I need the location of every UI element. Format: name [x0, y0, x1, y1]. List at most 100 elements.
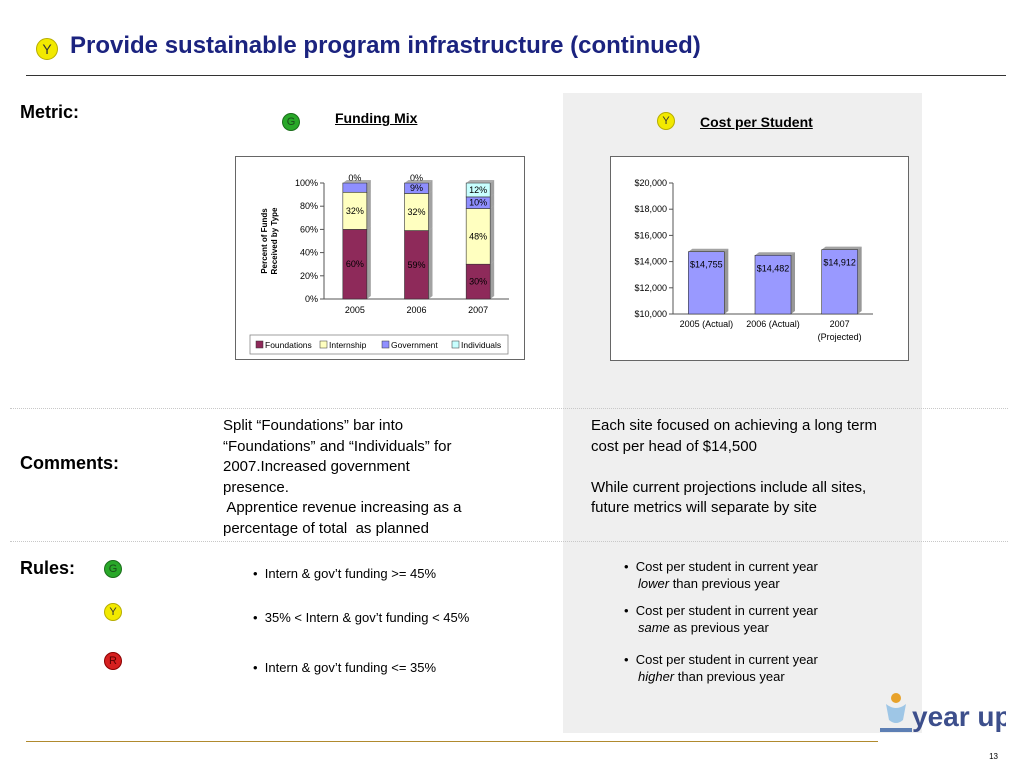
x-tick-label: 2007 — [468, 305, 488, 315]
footer-divider — [26, 741, 878, 742]
x-tick-label: (Projected) — [818, 332, 862, 342]
legend-label: Foundations — [265, 340, 312, 350]
data-label: 10% — [469, 198, 487, 208]
data-label: 59% — [407, 260, 425, 270]
comments-label: Comments: — [20, 453, 120, 473]
data-label: 30% — [469, 277, 487, 287]
page-number: 13 — [989, 752, 998, 761]
bar-side — [366, 180, 371, 193]
data-label: 0% — [410, 173, 423, 183]
metric-label: Metric: — [20, 102, 80, 122]
x-tick-label: 2005 — [345, 305, 365, 315]
y-axis-title: Received by Type — [270, 207, 279, 275]
bar-top — [755, 252, 795, 256]
bar-side — [490, 261, 495, 299]
row-divider-metric — [10, 408, 1008, 409]
y-tick-label: $20,000 — [634, 178, 667, 188]
cost-rule-yellow: • Cost per student in current year same … — [624, 603, 818, 635]
legend-swatch — [319, 340, 328, 349]
x-tick-label: 2007 — [830, 319, 850, 329]
legend-swatch — [451, 340, 460, 349]
bar-top — [688, 248, 729, 252]
bar-side — [490, 180, 495, 197]
y-tick-label: $18,000 — [634, 204, 667, 214]
bar-side — [428, 227, 433, 299]
legend-label: Individuals — [461, 340, 501, 350]
bar-top — [466, 180, 495, 183]
data-label: $14,755 — [690, 260, 723, 270]
funding-mix-title: Funding Mix — [335, 110, 418, 126]
funding-mix-status-badge: G — [282, 113, 300, 131]
bar-side — [791, 252, 795, 314]
cost-per-student-chart: $10,000 $12,000 $14,000 $16,000 $18,000 $20,0… — [610, 156, 909, 361]
bar-top — [404, 180, 433, 183]
cost-rule-red: • Cost per student in current year highe… — [624, 652, 818, 684]
funding-rule-green: • Intern & gov’t funding >= 45% — [253, 566, 437, 581]
bar — [688, 251, 725, 315]
data-label: $14,912 — [823, 258, 856, 268]
status-badge: Y — [36, 38, 58, 60]
rule-emphasis: same — [638, 620, 670, 635]
comment-line: presence. — [223, 478, 289, 496]
cost-per-student-status-badge: Y — [657, 112, 675, 130]
rule-text: 35% < Intern & gov’t funding < 45% — [264, 610, 470, 625]
year-up-logo-icon: year up — [880, 693, 1012, 732]
y-axis-title: Percent of Funds — [260, 208, 269, 274]
comment-line: percentage of total as planned — [223, 519, 429, 537]
bar-side — [857, 246, 862, 314]
legend-label: Internship — [329, 340, 367, 350]
legend-swatch — [381, 340, 390, 349]
rule-text: Intern & gov’t funding >= 45% — [264, 566, 437, 581]
bar-segment — [404, 230, 429, 300]
data-label: 0% — [348, 173, 361, 183]
data-label: 12% — [469, 185, 487, 195]
bar-segment — [465, 208, 491, 265]
comment-line: cost per head of $14,500 — [591, 437, 757, 455]
y-tick-label: $12,000 — [634, 283, 667, 293]
y-tick-label: 80% — [300, 201, 318, 211]
funding-mix-plot: 0% 20% 40% 60% 80% 100% Percent of Funds Receiv… — [249, 173, 509, 355]
cost-rule-green: • Cost per student in current year lower… — [624, 559, 818, 591]
y-tick-label: 40% — [300, 248, 318, 258]
year-up-logo: year up — [876, 690, 1012, 740]
comment-line: 2007.Increased government — [223, 458, 410, 475]
rule-text: than previous year — [674, 669, 785, 684]
bar-side — [490, 193, 495, 209]
rule-text: Cost per student in current year — [635, 603, 818, 618]
rule-emphasis: lower — [638, 576, 670, 591]
y-tick-label: 20% — [300, 271, 318, 281]
x-tick-label: 2005 (Actual) — [680, 319, 734, 329]
comment-line: Each site focused on achieving a long te… — [591, 417, 878, 434]
comments-left: Split “Foundations” bar into “Foundation… — [223, 416, 523, 539]
bar-side — [366, 189, 371, 230]
rule-badge-red: R — [104, 652, 122, 670]
data-label: 32% — [346, 206, 364, 216]
legend-label: Government — [391, 340, 438, 350]
logo-text: year up — [912, 701, 1006, 732]
bar-top — [342, 180, 371, 183]
rule-text: Intern & gov’t funding <= 35% — [264, 660, 437, 675]
bar-side — [428, 190, 433, 231]
comment-line: “Foundations” and “Individuals” for — [223, 437, 452, 455]
bar-top — [821, 246, 862, 250]
bar-segment — [342, 229, 368, 300]
x-tick-label: 2006 (Actual) — [746, 319, 800, 329]
legend-swatch — [255, 340, 264, 349]
bar-side — [724, 248, 729, 314]
bar — [754, 254, 792, 315]
data-label: $14,482 — [757, 263, 790, 273]
rule-emphasis: higher — [638, 669, 675, 684]
bar-side — [428, 180, 433, 194]
y-tick-label: 60% — [300, 224, 318, 234]
rule-badge-yellow: Y — [104, 603, 122, 621]
funding-mix-chart: 0% 20% 40% 60% 80% 100% Percent of Funds Receiv… — [235, 156, 525, 360]
comments-right: Each site focused on achieving a long te… — [591, 416, 921, 519]
y-tick-label: $16,000 — [634, 230, 667, 240]
funding-rule-yellow: • 35% < Intern & gov’t funding < 45% — [253, 610, 470, 625]
y-tick-label: $10,000 — [634, 309, 667, 319]
rules-label: Rules: — [20, 558, 76, 578]
row-divider-comments — [10, 541, 1008, 542]
comment-line: Split “Foundations” bar into — [223, 417, 404, 434]
y-tick-label: 0% — [305, 294, 318, 304]
data-label: 60% — [346, 259, 364, 269]
